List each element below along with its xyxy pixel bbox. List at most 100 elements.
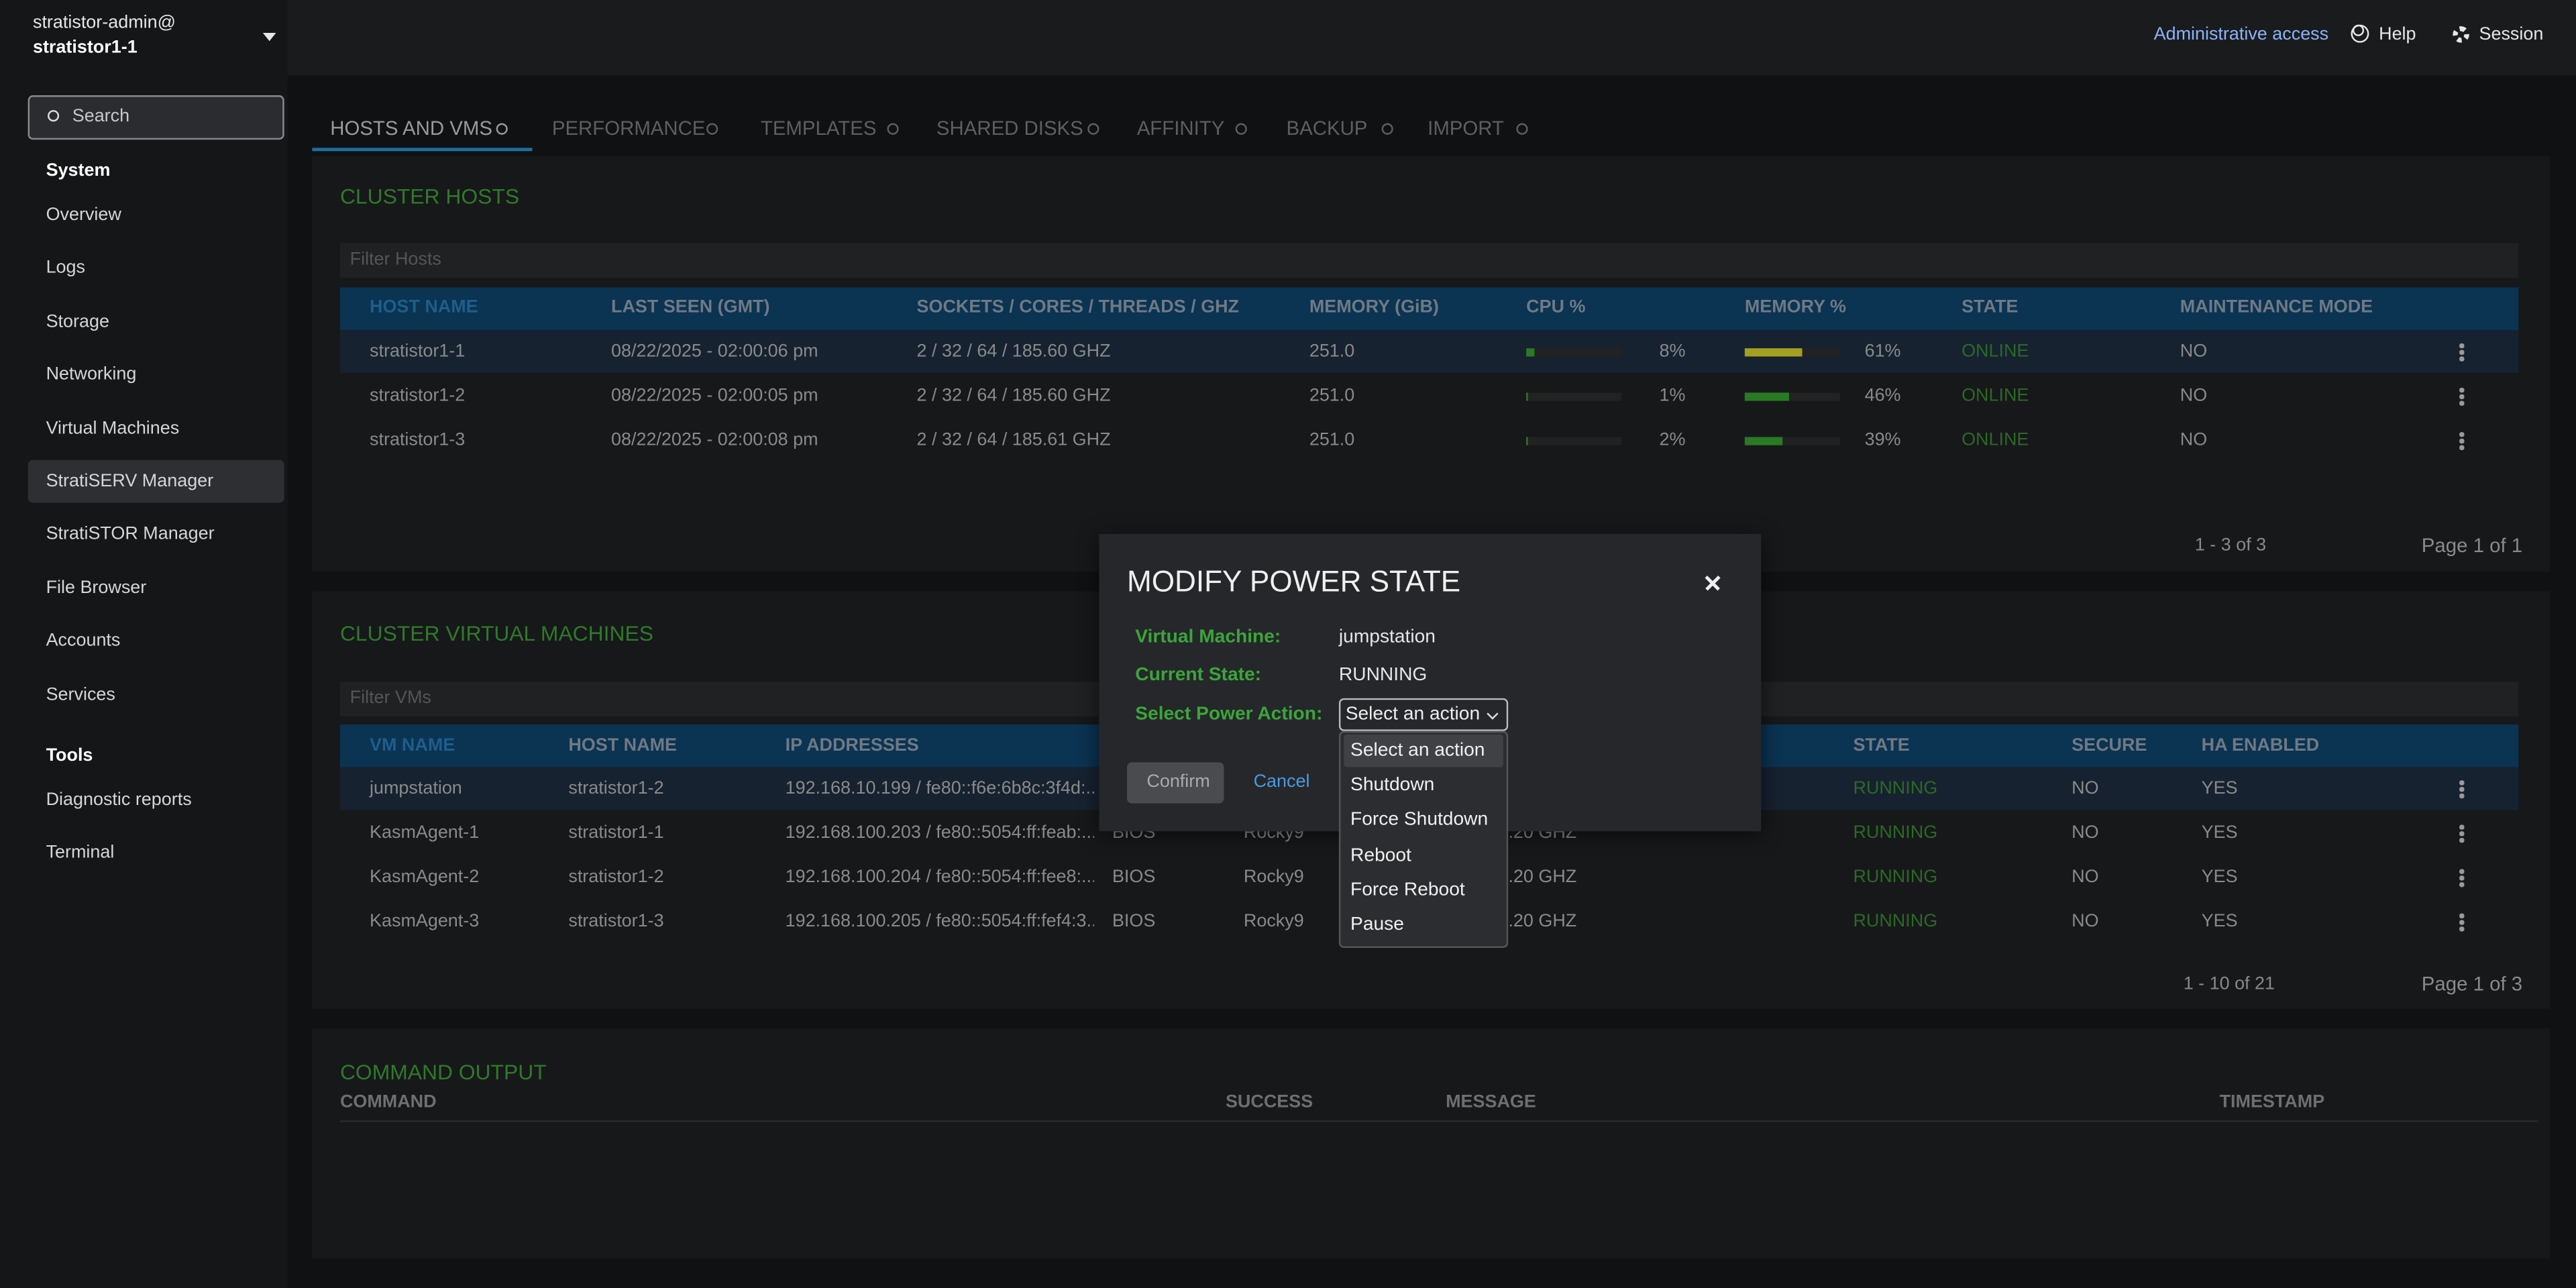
help-link[interactable]: Help — [2379, 23, 2416, 46]
session-link[interactable]: Session — [2479, 23, 2544, 46]
dropdown-option[interactable]: Pause — [1350, 914, 1404, 936]
dropdown-option[interactable]: Select an action — [1350, 739, 1485, 762]
cancel-button[interactable]: Cancel — [1254, 771, 1310, 794]
vm-name-cell: KasmAgent-2 — [370, 866, 479, 889]
cpu-bar — [1526, 392, 1527, 400]
mem-label: 61% — [1865, 340, 1901, 363]
column-header[interactable]: MAINTENANCE MODE — [2180, 296, 2373, 319]
sidebar — [0, 0, 288, 1288]
host-name-cell: stratistor1-2 — [370, 384, 465, 407]
nav-item[interactable]: Terminal — [46, 842, 115, 865]
memory-cell: 251.0 — [1309, 384, 1354, 407]
tab[interactable]: AFFINITY — [1137, 117, 1225, 140]
nav-item[interactable]: Virtual Machines — [46, 417, 180, 439]
help-icon — [1382, 123, 1393, 135]
kebab-dot — [2459, 350, 2463, 354]
mem-label: 46% — [1865, 384, 1901, 407]
column-header[interactable]: VM NAME — [370, 735, 455, 757]
dropdown-option[interactable]: Force Reboot — [1350, 879, 1465, 902]
column-header[interactable]: CPU % — [1526, 296, 1585, 319]
sockets-cell: 2 / 32 / 64 / 185.61 GHZ — [917, 429, 1111, 451]
ip-cell: 192.168.100.205 / fe80::5054:ff:fef4:3..… — [786, 910, 1094, 933]
tab[interactable]: SHARED DISKS — [936, 117, 1083, 140]
ha-cell: YES — [2202, 777, 2238, 800]
pagination-range[interactable]: 1 - 10 of 21 — [2184, 973, 2275, 996]
nav-item[interactable]: File Browser — [46, 576, 147, 599]
help-icon — [887, 123, 898, 135]
section-title: CLUSTER VIRTUAL MACHINES — [340, 623, 653, 645]
host-name: stratistor1-1 — [33, 36, 138, 59]
kebab-dot — [2459, 401, 2463, 405]
search-placeholder: Search — [72, 105, 129, 128]
column-header[interactable]: LAST SEEN (GMT) — [611, 296, 769, 319]
column-header[interactable]: HOST NAME — [370, 296, 478, 319]
pagination-range[interactable]: 1 - 3 of 3 — [2195, 534, 2266, 557]
tab[interactable]: IMPORT — [1428, 117, 1504, 140]
column-header: MESSAGE — [1446, 1091, 1536, 1114]
state-cell: ONLINE — [1962, 429, 2029, 451]
kebab-dot — [2459, 882, 2463, 886]
ha-cell: YES — [2202, 910, 2238, 933]
vm-name-cell: KasmAgent-1 — [370, 821, 479, 844]
cpu-label: 2% — [1659, 429, 1685, 451]
user-name: stratistor-admin@ — [33, 11, 176, 34]
ha-cell: YES — [2202, 866, 2238, 889]
tab-underline — [312, 148, 532, 151]
nav-item[interactable]: Networking — [46, 364, 137, 386]
kebab-dot — [2459, 926, 2463, 930]
nav-item[interactable]: Accounts — [46, 629, 121, 652]
column-header[interactable]: HA ENABLED — [2202, 735, 2320, 757]
kebab-dot — [2459, 343, 2463, 347]
host-caret[interactable] — [263, 33, 276, 41]
tab[interactable]: PERFORMANCE — [552, 117, 706, 140]
column-header[interactable]: STATE — [1962, 296, 2018, 319]
state-cell: ONLINE — [1962, 340, 2029, 363]
maintenance-cell: NO — [2180, 384, 2207, 407]
dropdown-option[interactable]: Shutdown — [1350, 774, 1434, 797]
column-header[interactable]: SECURE — [2072, 735, 2147, 757]
tab[interactable]: BACKUP — [1287, 117, 1368, 140]
secure-cell: NO — [2072, 910, 2098, 933]
column-header[interactable]: MEMORY % — [1745, 296, 1846, 319]
tab[interactable]: HOSTS AND VMS — [330, 117, 492, 140]
kebab-dot — [2459, 838, 2463, 842]
nav-item[interactable]: Storage — [46, 310, 109, 333]
nav-item[interactable]: Overview — [46, 204, 121, 227]
dropdown-option[interactable]: Force Shutdown — [1350, 809, 1488, 832]
filter-input[interactable]: Filter VMs — [350, 687, 431, 710]
host-name-cell: stratistor1-3 — [370, 429, 465, 451]
os-cell: Rocky9 — [1244, 910, 1304, 933]
admin-access-link[interactable]: Administrative access — [2154, 23, 2329, 46]
search-box[interactable] — [28, 95, 284, 140]
column-header[interactable]: HOST NAME — [568, 735, 677, 757]
section-title: COMMAND OUTPUT — [340, 1061, 547, 1084]
nav-item[interactable]: Logs — [46, 257, 85, 280]
section-title: System — [46, 160, 111, 182]
kebab-dot — [2459, 388, 2463, 392]
column-header[interactable]: SOCKETS / CORES / THREADS / GHZ — [917, 296, 1239, 319]
host-cell: stratistor1-2 — [568, 866, 663, 889]
nav-item[interactable]: Services — [46, 683, 115, 706]
column-header[interactable]: IP ADDRESSES — [786, 735, 919, 757]
help-icon — [496, 123, 508, 135]
kebab-dot — [2459, 914, 2463, 918]
secure-cell: NO — [2072, 866, 2098, 889]
filter-input[interactable]: Filter Hosts — [350, 248, 441, 271]
maintenance-cell: NO — [2180, 429, 2207, 451]
nav-item[interactable]: Diagnostic reports — [46, 789, 192, 812]
modal-title: MODIFY POWER STATE — [1127, 570, 1460, 593]
memory-cell: 251.0 — [1309, 340, 1354, 363]
header-rule — [340, 1120, 2538, 1122]
dropdown-option[interactable]: Reboot — [1350, 844, 1411, 867]
panel — [312, 1028, 2550, 1258]
kebab-dot — [2459, 794, 2463, 798]
state-cell: RUNNING — [1853, 866, 1937, 889]
kebab-dot — [2459, 439, 2463, 443]
column-header[interactable]: STATE — [1853, 735, 1909, 757]
field-label: Select Power Action: — [1135, 703, 1322, 726]
nav-item[interactable]: StratiSTOR Manager — [46, 523, 215, 546]
column-header[interactable]: MEMORY (GiB) — [1309, 296, 1439, 319]
nav-item[interactable]: StratiSERV Manager — [46, 470, 214, 492]
tab[interactable]: TEMPLATES — [761, 117, 877, 140]
